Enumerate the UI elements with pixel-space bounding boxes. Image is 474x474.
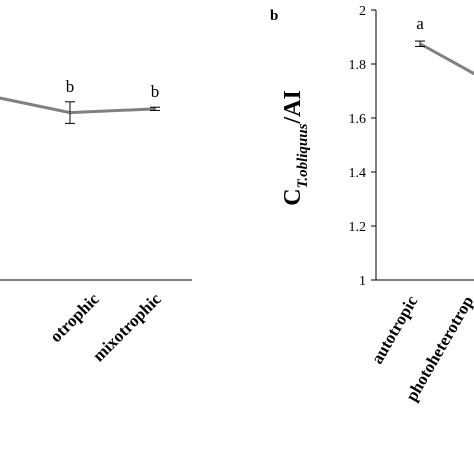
- y-axis-title-subscript: T.obliquus: [295, 123, 311, 188]
- y-axis-title-main: C: [280, 188, 306, 205]
- y-axis-title-tail: /AI: [280, 90, 306, 124]
- panel-a-significance-label: b: [151, 82, 160, 101]
- panel-b-y-axis-title: CT.obliquus/AI: [280, 90, 311, 206]
- panel-b-y-tick-label: 2: [359, 4, 366, 19]
- panel-b-significance-label: a: [416, 14, 424, 33]
- panel-b-x-tick-label: autotropic: [367, 292, 421, 367]
- panel-b-data-point: [419, 43, 421, 45]
- panel-b-y-tick-label: 1.2: [349, 220, 367, 235]
- panel-b-y-tick-label: 1.8: [349, 58, 367, 73]
- panel-b-y-tick-label: 1.6: [349, 112, 367, 127]
- panel-b-series-line: [419, 42, 474, 76]
- panel-b-label: b: [270, 8, 278, 24]
- panel-a-series-line: [0, 96, 156, 115]
- panel-a-data-point: [154, 108, 156, 110]
- panel-a-data-point: [69, 112, 71, 114]
- panel-b-y-tick-label: 1: [359, 274, 366, 289]
- panel-a-significance-label: b: [66, 77, 75, 96]
- panel-b-y-tick-label: 1.4: [349, 166, 367, 181]
- panel-a-x-tick-label: otrophic: [46, 289, 103, 346]
- panel-b: b 1 1.2 1.4 1.6 1.8 2 CT.obliquus/AI a autotropic…: [270, 4, 474, 405]
